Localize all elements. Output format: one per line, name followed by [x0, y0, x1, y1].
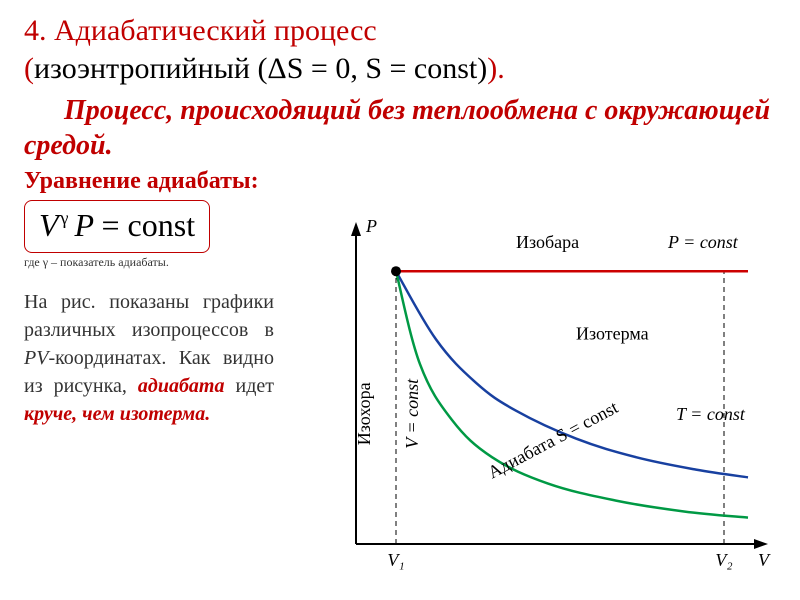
body-paragraph: На рис. показаны графики различных изопр… [24, 288, 274, 428]
body-mid2: идет [225, 375, 275, 397]
definition-text: Процесс, происходящий без теплообмена с … [24, 93, 776, 163]
body-pv: PV [24, 347, 48, 369]
svg-text:T = const: T = const [676, 404, 746, 424]
heading-condition: (ΔS = 0, S = const) [257, 52, 487, 85]
heading-sub: изоэнтропийный [34, 52, 250, 85]
heading: 4. Адиабатический процесс (изоэнтропийны… [24, 12, 776, 87]
svg-text:P = const: P = const [667, 232, 739, 252]
heading-num: 4. [24, 14, 47, 47]
svg-text:Изохора: Изохора [354, 382, 374, 445]
pv-chart: P V V₁ V₂ Изобара P = const Изотерма T = const А… [296, 214, 776, 584]
eq-V: V [39, 207, 59, 243]
svg-text:V₂: V₂ [715, 550, 732, 570]
heading-paren-open: ( [24, 52, 34, 85]
body-hl1: адиабата [138, 375, 225, 397]
svg-text:Изотерма: Изотерма [576, 323, 649, 343]
svg-text:V = const: V = const [402, 378, 422, 449]
pv-chart-svg: P V V₁ V₂ Изобара P = const Изотерма T = const А… [296, 214, 776, 584]
svg-text:Изобара: Изобара [516, 232, 579, 252]
equation-label: Уравнение адиабаты: [24, 168, 259, 194]
eq-P: P [75, 207, 94, 243]
svg-text:V: V [758, 550, 771, 570]
body-hl2: круче, чем изотерма. [24, 403, 210, 425]
svg-text:V₁: V₁ [387, 550, 404, 570]
equation-box: Vγ P = const [24, 200, 210, 253]
eq-eq: = [101, 207, 119, 243]
svg-text:P: P [365, 216, 377, 236]
body-pre: На рис. показаны графики различных изопр… [24, 291, 274, 341]
heading-main: Адиабатический процесс [54, 14, 377, 47]
svg-text:Адиабата S = const: Адиабата S = const [484, 397, 621, 482]
heading-paren-close: ). [487, 52, 505, 85]
eq-gamma: γ [61, 208, 69, 228]
eq-rhs: const [128, 207, 196, 243]
